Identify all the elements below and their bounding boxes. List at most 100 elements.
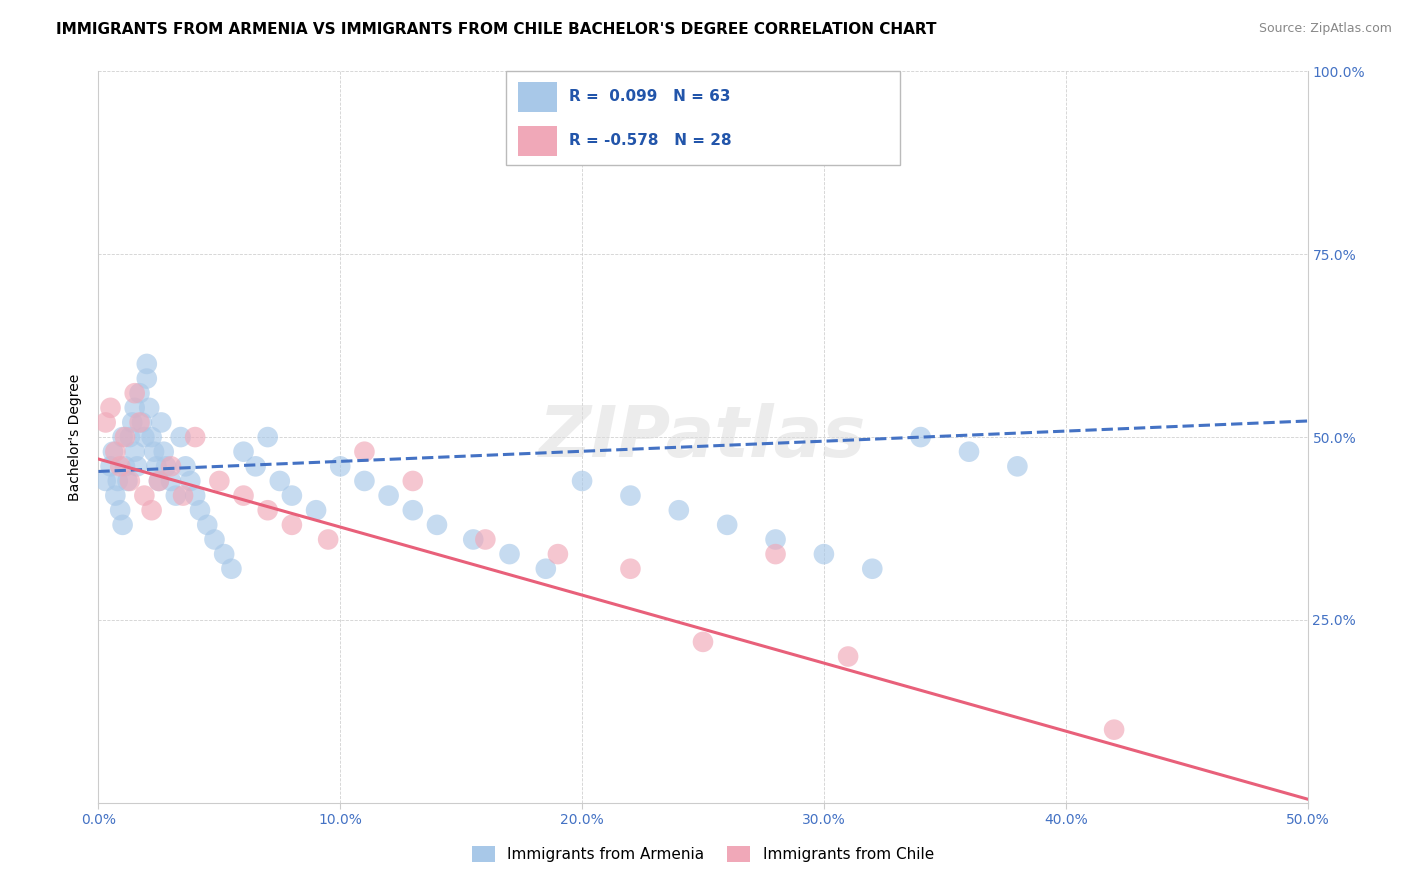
Point <box>765 547 787 561</box>
Point <box>124 444 146 458</box>
Point <box>619 562 641 576</box>
Point <box>765 533 787 547</box>
Bar <box>517 82 557 112</box>
Text: R =  0.099   N = 63: R = 0.099 N = 63 <box>569 89 731 104</box>
Point <box>329 459 352 474</box>
Point <box>111 517 134 532</box>
Point <box>101 444 124 458</box>
Point <box>128 416 150 430</box>
Text: ZIPatlas: ZIPatlas <box>540 402 866 472</box>
Point <box>184 430 207 444</box>
Point <box>121 416 143 430</box>
Point <box>104 489 127 503</box>
Point <box>716 517 738 532</box>
Point <box>547 547 569 561</box>
Point <box>256 430 278 444</box>
Y-axis label: Bachelor's Degree: Bachelor's Degree <box>69 374 83 500</box>
Point <box>131 416 153 430</box>
Point <box>281 489 304 503</box>
Point <box>692 635 714 649</box>
Point <box>195 517 218 532</box>
Point <box>108 503 131 517</box>
Point <box>269 474 291 488</box>
Point <box>165 489 187 503</box>
Point <box>118 474 141 488</box>
Point <box>155 459 177 474</box>
Point <box>1102 723 1125 737</box>
Point <box>860 562 883 576</box>
Point <box>402 503 425 517</box>
Point <box>152 444 174 458</box>
Text: Source: ZipAtlas.com: Source: ZipAtlas.com <box>1258 22 1392 36</box>
Point <box>114 459 136 474</box>
Point <box>957 444 980 458</box>
Point <box>474 533 496 547</box>
Point <box>204 533 226 547</box>
Point <box>245 459 267 474</box>
Point <box>463 533 485 547</box>
Point <box>305 503 328 517</box>
Point <box>111 430 134 444</box>
Point <box>281 517 304 532</box>
Point <box>221 562 243 576</box>
Point <box>174 459 197 474</box>
Point <box>107 474 129 488</box>
Point <box>117 474 139 488</box>
Point <box>212 547 235 561</box>
Point <box>134 430 156 444</box>
Point <box>128 386 150 401</box>
Point <box>94 416 117 430</box>
Legend: Immigrants from Armenia, Immigrants from Chile: Immigrants from Armenia, Immigrants from… <box>467 840 939 868</box>
Point <box>1007 459 1029 474</box>
Point <box>837 649 859 664</box>
Point <box>377 489 399 503</box>
Bar <box>517 126 557 156</box>
Point <box>910 430 932 444</box>
Point <box>353 444 375 458</box>
Point <box>124 401 146 415</box>
Point <box>402 474 425 488</box>
Point <box>316 533 339 547</box>
Point <box>498 547 520 561</box>
Point <box>571 474 593 488</box>
Point <box>353 474 375 488</box>
Point <box>94 474 117 488</box>
Point <box>114 430 136 444</box>
Point <box>256 503 278 517</box>
Point <box>208 474 231 488</box>
Point <box>141 503 163 517</box>
Point <box>100 401 122 415</box>
Text: R = -0.578   N = 28: R = -0.578 N = 28 <box>569 133 731 148</box>
Point <box>118 430 141 444</box>
Point <box>534 562 557 576</box>
Point <box>143 444 166 458</box>
Point <box>135 357 157 371</box>
Point <box>148 474 170 488</box>
Point <box>232 444 254 458</box>
Point <box>172 489 194 503</box>
Point <box>169 430 191 444</box>
Point <box>426 517 449 532</box>
Point <box>232 489 254 503</box>
Point <box>135 371 157 385</box>
Point <box>108 459 131 474</box>
Point <box>148 474 170 488</box>
Point <box>100 459 122 474</box>
Point <box>160 474 183 488</box>
Point <box>138 401 160 415</box>
Text: IMMIGRANTS FROM ARMENIA VS IMMIGRANTS FROM CHILE BACHELOR'S DEGREE CORRELATION C: IMMIGRANTS FROM ARMENIA VS IMMIGRANTS FR… <box>56 22 936 37</box>
Point <box>104 444 127 458</box>
Point <box>145 459 167 474</box>
Point <box>184 489 207 503</box>
Point <box>188 503 211 517</box>
Point <box>127 459 149 474</box>
Point <box>141 430 163 444</box>
Point <box>813 547 835 561</box>
Point <box>124 386 146 401</box>
Point <box>668 503 690 517</box>
Point <box>179 474 201 488</box>
Point <box>619 489 641 503</box>
Point <box>134 489 156 503</box>
Point <box>150 416 173 430</box>
Point <box>160 459 183 474</box>
